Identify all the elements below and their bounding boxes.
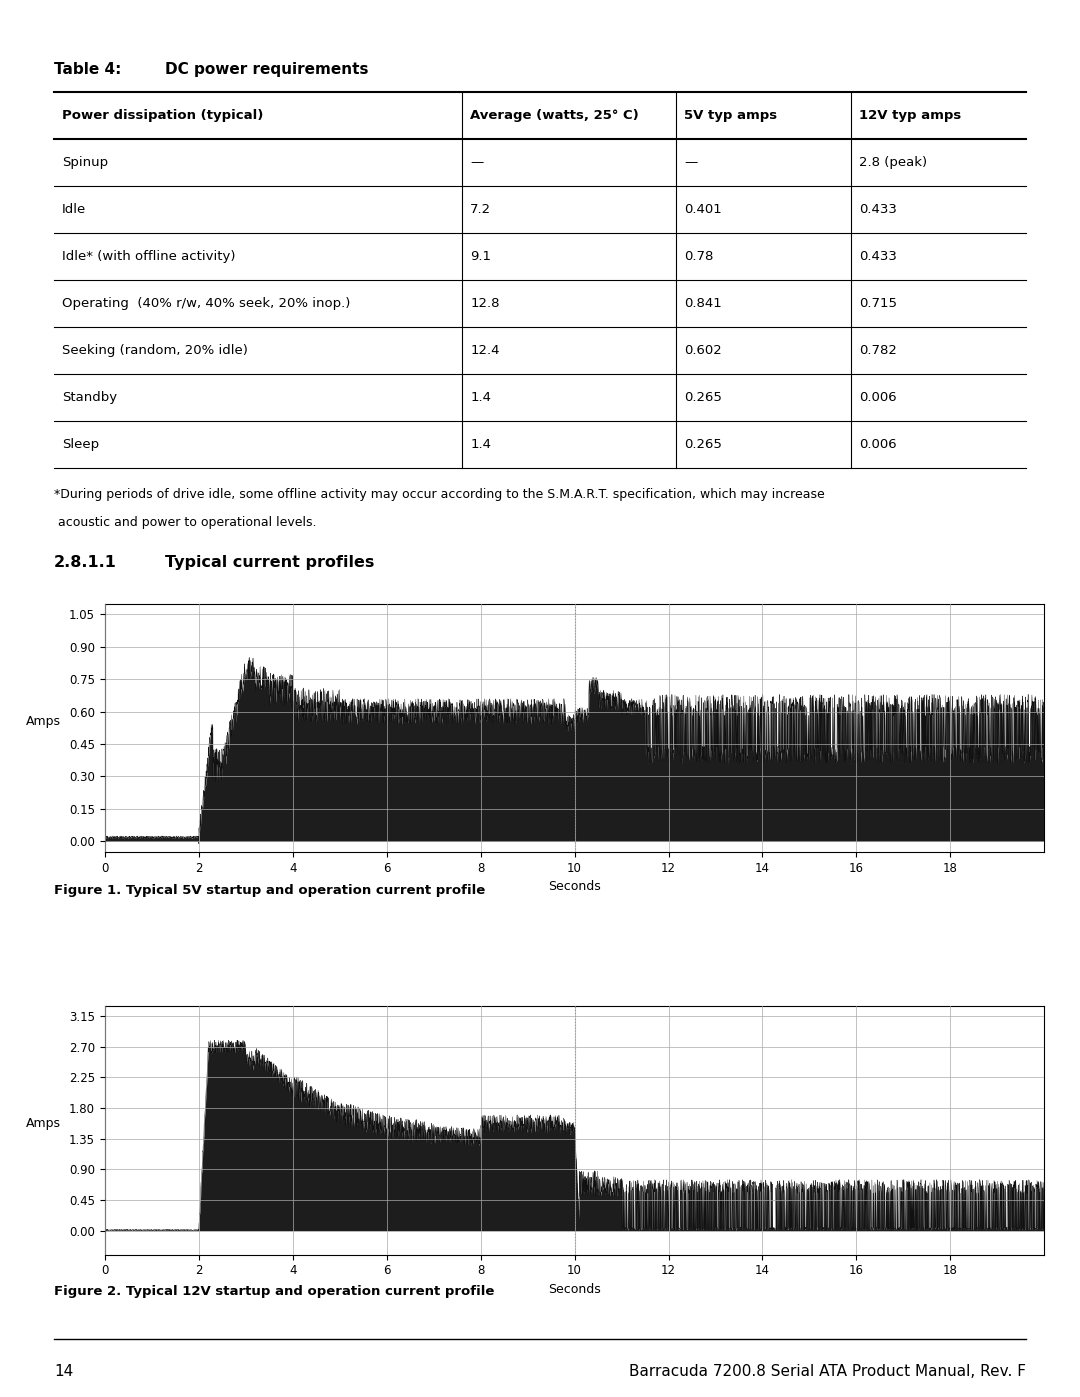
Text: 9.1: 9.1 <box>470 250 491 263</box>
Text: 0.401: 0.401 <box>684 203 721 217</box>
Text: 0.78: 0.78 <box>684 250 714 263</box>
Text: Sleep: Sleep <box>62 439 99 451</box>
Text: Power dissipation (typical): Power dissipation (typical) <box>62 109 264 122</box>
Text: 0.433: 0.433 <box>859 250 896 263</box>
Text: Standby: Standby <box>62 391 117 404</box>
Text: DC power requirements: DC power requirements <box>165 61 368 77</box>
Text: 0.006: 0.006 <box>859 439 896 451</box>
Text: Figure 1. Typical 5V startup and operation current profile: Figure 1. Typical 5V startup and operati… <box>54 884 485 897</box>
Text: Barracuda 7200.8 Serial ATA Product Manual, Rev. F: Barracuda 7200.8 Serial ATA Product Manu… <box>629 1365 1026 1379</box>
Text: Spinup: Spinup <box>62 156 108 169</box>
Text: Seeking (random, 20% idle): Seeking (random, 20% idle) <box>62 344 248 358</box>
Text: 0.602: 0.602 <box>684 344 721 358</box>
X-axis label: Seconds: Seconds <box>549 1282 600 1296</box>
Text: Idle: Idle <box>62 203 86 217</box>
Text: 1.4: 1.4 <box>470 439 491 451</box>
Text: —: — <box>470 156 484 169</box>
Text: —: — <box>684 156 698 169</box>
Text: 2.8.1.1: 2.8.1.1 <box>54 555 117 570</box>
Text: *During periods of drive idle, some offline activity may occur according to the : *During periods of drive idle, some offl… <box>54 488 825 502</box>
Text: 5V typ amps: 5V typ amps <box>684 109 778 122</box>
Text: 12.8: 12.8 <box>470 298 500 310</box>
Text: 7.2: 7.2 <box>470 203 491 217</box>
Text: 12V typ amps: 12V typ amps <box>859 109 961 122</box>
Text: acoustic and power to operational levels.: acoustic and power to operational levels… <box>54 515 316 529</box>
Text: Typical current profiles: Typical current profiles <box>165 555 375 570</box>
Text: 0.433: 0.433 <box>859 203 896 217</box>
Text: 12.4: 12.4 <box>470 344 500 358</box>
Text: 0.006: 0.006 <box>859 391 896 404</box>
Text: Idle* (with offline activity): Idle* (with offline activity) <box>62 250 235 263</box>
Text: Table 4:: Table 4: <box>54 61 121 77</box>
Text: 0.265: 0.265 <box>684 391 721 404</box>
X-axis label: Seconds: Seconds <box>549 880 600 894</box>
Y-axis label: Amps: Amps <box>26 715 62 728</box>
Text: 14: 14 <box>54 1365 73 1379</box>
Text: 0.782: 0.782 <box>859 344 896 358</box>
Text: Average (watts, 25° C): Average (watts, 25° C) <box>470 109 639 122</box>
Y-axis label: Amps: Amps <box>26 1118 62 1130</box>
Text: 0.841: 0.841 <box>684 298 721 310</box>
Text: 0.265: 0.265 <box>684 439 721 451</box>
Text: 1.4: 1.4 <box>470 391 491 404</box>
Text: Figure 2. Typical 12V startup and operation current profile: Figure 2. Typical 12V startup and operat… <box>54 1284 495 1298</box>
Text: 0.715: 0.715 <box>859 298 897 310</box>
Text: 2.8 (peak): 2.8 (peak) <box>859 156 927 169</box>
Text: Operating  (40% r/w, 40% seek, 20% inop.): Operating (40% r/w, 40% seek, 20% inop.) <box>62 298 350 310</box>
